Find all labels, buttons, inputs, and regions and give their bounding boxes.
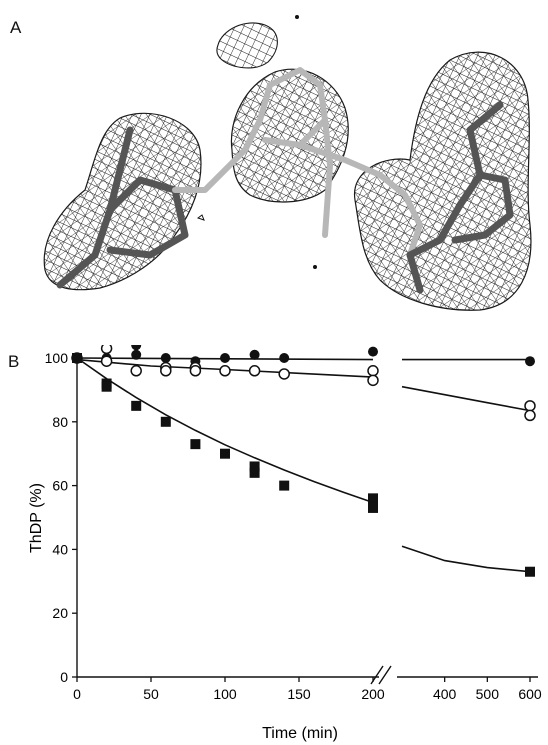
x-tick-label: 600 bbox=[518, 686, 542, 702]
data-point-square bbox=[131, 400, 142, 411]
data-point-open-circle bbox=[130, 365, 142, 377]
data-point-filled-circle bbox=[131, 345, 142, 351]
y-tick-label: 60 bbox=[52, 478, 68, 494]
data-point-filled-circle bbox=[220, 353, 230, 363]
data-point-open-circle bbox=[248, 365, 261, 377]
data-point-open-circle bbox=[160, 365, 172, 377]
data-point-open-circle bbox=[278, 368, 290, 380]
electron-density-figure bbox=[43, 15, 532, 311]
data-point-open-circle bbox=[524, 409, 536, 422]
data-point-square bbox=[160, 416, 171, 427]
data-point-open-circle bbox=[100, 345, 113, 355]
fit-curves bbox=[76, 357, 531, 573]
data-point-filled-circle bbox=[279, 353, 290, 363]
data-point-square bbox=[249, 467, 260, 478]
data-point-square bbox=[190, 439, 201, 450]
data-point-square bbox=[368, 493, 378, 504]
panel-b-label: B bbox=[8, 352, 20, 371]
axis-break-mark bbox=[378, 665, 392, 685]
data-point-filled-circle bbox=[160, 353, 171, 363]
data-point-filled-circle bbox=[131, 349, 142, 360]
y-tick-label: 40 bbox=[52, 541, 68, 557]
data-point-filled-circle bbox=[525, 356, 535, 367]
data-point-open-circle bbox=[219, 365, 231, 377]
fit-curve-series-2-right bbox=[401, 385, 531, 412]
panel-a-label: A bbox=[10, 18, 22, 37]
y-axis-label: ThDP (%) bbox=[28, 483, 45, 553]
data-point-square bbox=[525, 566, 535, 577]
data-point-filled-circle bbox=[249, 349, 260, 360]
thdp-chart: 0 20 40 60 80 100 0 50 100 150 200 400 500 600 Time (… bbox=[28, 345, 542, 742]
data-point-square bbox=[249, 461, 260, 472]
x-tick-label: 200 bbox=[361, 686, 385, 702]
stick-model bbox=[56, 67, 514, 294]
x-tick-label: 100 bbox=[213, 686, 237, 702]
data-point-filled-circle bbox=[368, 346, 378, 357]
y-tick-label: 20 bbox=[52, 605, 68, 621]
x-axis-label: Time (min) bbox=[262, 725, 338, 742]
data-point-open-circle bbox=[189, 365, 202, 377]
density-blob-top bbox=[216, 22, 278, 69]
data-point-open-circle bbox=[524, 400, 536, 412]
fit-curve-series-3-left bbox=[76, 357, 374, 504]
data-points bbox=[71, 345, 536, 577]
data-point-open-circle bbox=[367, 374, 379, 387]
x-tick-label: 500 bbox=[476, 686, 500, 702]
x-tick-label: 150 bbox=[287, 686, 311, 702]
x-tick-label: 50 bbox=[143, 686, 159, 702]
chart-axes: 0 20 40 60 80 100 0 50 100 150 200 400 500 600 bbox=[45, 350, 542, 702]
y-tick-label: 100 bbox=[45, 350, 69, 366]
x-tick-label: 0 bbox=[73, 686, 81, 702]
data-point-square bbox=[279, 480, 290, 491]
data-point-open-circle bbox=[100, 355, 113, 367]
x-tick-label: 400 bbox=[433, 686, 457, 702]
data-point-square bbox=[72, 353, 82, 363]
data-point-open-circle bbox=[367, 365, 379, 377]
fit-curve-series-3-right bbox=[401, 545, 531, 573]
y-tick-label: 80 bbox=[52, 414, 68, 430]
data-point-square bbox=[220, 448, 230, 459]
data-point-square bbox=[101, 381, 112, 392]
y-tick-label: 0 bbox=[60, 669, 68, 685]
density-blob-center bbox=[230, 68, 349, 203]
data-point-square bbox=[368, 502, 378, 513]
